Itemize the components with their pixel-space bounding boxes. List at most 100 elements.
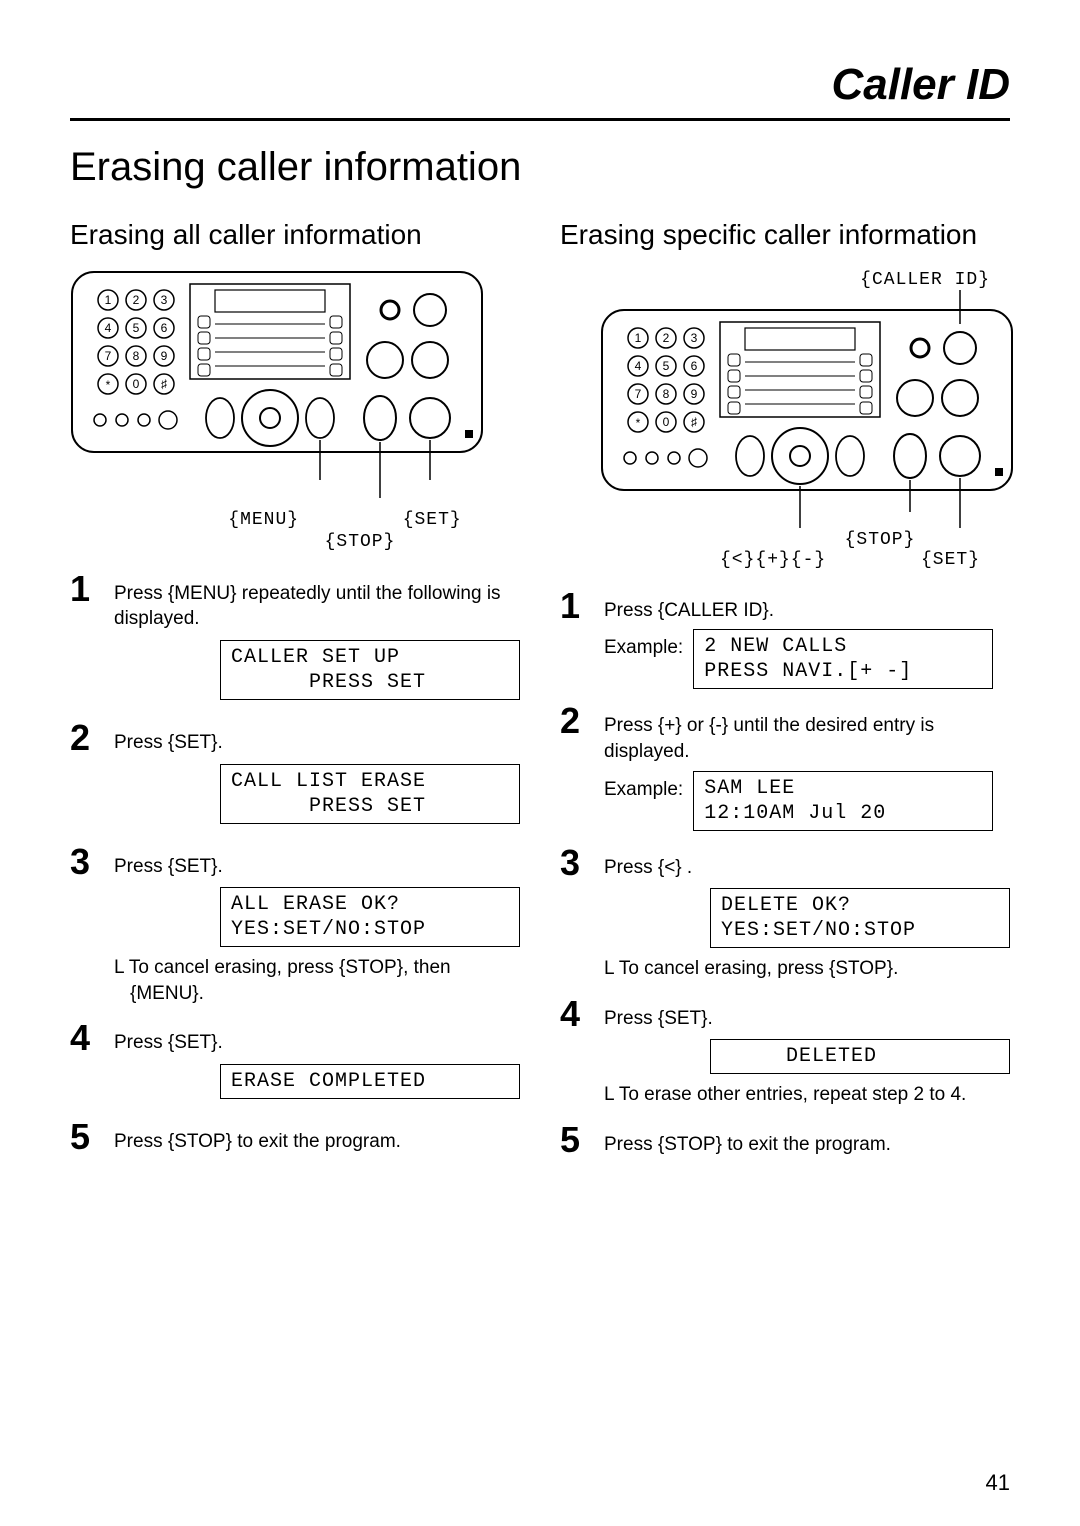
two-column-layout: Erasing all caller information 1 2 3 4 5… [70, 218, 1010, 1172]
example-row: Example: SAM LEE 12:10AM Jul 20 [604, 771, 1010, 831]
svg-text:0: 0 [133, 377, 140, 391]
text: Press [604, 715, 658, 736]
page-number: 41 [986, 1470, 1010, 1496]
key-stop: {STOP} [658, 1134, 722, 1155]
step-number: 3 [560, 845, 586, 881]
key-plus: {+} [658, 715, 682, 736]
text: . [893, 958, 898, 979]
svg-text:4: 4 [105, 321, 112, 335]
svg-text:3: 3 [691, 331, 698, 345]
svg-text:9: 9 [691, 387, 698, 401]
step-5: 5 Press {STOP} to exit the program. [560, 1122, 1010, 1158]
text: Press [604, 857, 658, 878]
step-number: 2 [560, 703, 586, 739]
svg-text:2: 2 [133, 293, 140, 307]
text: to exit the program. [232, 1131, 401, 1152]
callerid-callout: {CALLER ID} [860, 270, 990, 290]
lcd-display: CALL LIST ERASE PRESS SET [220, 764, 520, 824]
svg-text:6: 6 [161, 321, 168, 335]
set-callout: {SET} [403, 510, 462, 530]
key-stop: {STOP} [168, 1131, 232, 1152]
key-left: {<} [658, 857, 682, 878]
text: . [682, 857, 693, 878]
example-row: Example: 2 NEW CALLS PRESS NAVI.[+ -] [604, 629, 1010, 689]
svg-text:5: 5 [663, 359, 670, 373]
step-body: Press {SET}. DELETED To erase other entr… [604, 996, 1010, 1108]
step-note: To cancel erasing, press {STOP}, then {M… [114, 955, 520, 1006]
svg-text:*: * [106, 378, 111, 392]
step-body: Press {SET}. ALL ERASE OK? YES:SET/NO:ST… [114, 844, 520, 1007]
step-body: Press {STOP} to exit the program. [604, 1122, 1010, 1158]
key-stop: {STOP} [829, 958, 893, 979]
text: Press [604, 1008, 658, 1029]
step-1: 1 Press {CALLER ID}. Example: 2 NEW CALL… [560, 588, 1010, 690]
svg-text:♯: ♯ [691, 415, 697, 429]
device-figure-right: {CALLER ID} 1 2 3 4 5 6 7 8 9 * [560, 270, 1010, 570]
key-callerid: {CALLER ID} [658, 600, 769, 621]
svg-text:8: 8 [133, 349, 140, 363]
step-body: Press {STOP} to exit the program. [114, 1119, 520, 1155]
text: . [708, 1008, 713, 1029]
step-note: To erase other entries, repeat step 2 to… [604, 1082, 1010, 1108]
step-number: 4 [560, 996, 586, 1032]
text: Press [114, 856, 168, 877]
device-illustration: 1 2 3 4 5 6 7 8 9 * 0 ♯ [70, 270, 500, 510]
device-figure-left: 1 2 3 4 5 6 7 8 9 * 0 ♯ [70, 270, 520, 553]
stop-callout: {STOP} [845, 530, 916, 550]
lcd-display: DELETE OK? YES:SET/NO:STOP [710, 888, 1010, 948]
step-3: 3 Press {SET}. ALL ERASE OK? YES:SET/NO:… [70, 844, 520, 1007]
stop-callout: {STOP} [325, 532, 396, 552]
example-label: Example: [604, 771, 683, 803]
svg-text:1: 1 [635, 331, 642, 345]
step-number: 2 [70, 720, 96, 756]
nav-callout: {<}{+}{-} [720, 550, 826, 570]
chapter-title: Caller ID [70, 60, 1010, 118]
lcd-display: ERASE COMPLETED [220, 1064, 520, 1099]
key-set: {SET} [658, 1008, 708, 1029]
svg-text:9: 9 [161, 349, 168, 363]
text: Press [114, 1032, 168, 1053]
step-2: 2 Press {+} or {-} until the desired ent… [560, 703, 1010, 830]
step-2: 2 Press {SET}. CALL LIST ERASE PRESS SET [70, 720, 520, 830]
step-number: 1 [70, 571, 96, 607]
divider [70, 118, 1010, 121]
step-number: 5 [70, 1119, 96, 1155]
key-menu: {MENU} [168, 583, 237, 604]
svg-text:3: 3 [161, 293, 168, 307]
step-body: Press {SET}. CALL LIST ERASE PRESS SET [114, 720, 520, 830]
svg-text:0: 0 [663, 415, 670, 429]
text: . [769, 600, 774, 621]
step-4: 4 Press {SET}. ERASE COMPLETED [70, 1020, 520, 1105]
lcd-display: ALL ERASE OK? YES:SET/NO:STOP [220, 887, 520, 947]
text: to exit the program. [722, 1134, 891, 1155]
svg-text:5: 5 [133, 321, 140, 335]
svg-text:1: 1 [105, 293, 112, 307]
lcd-display: 2 NEW CALLS PRESS NAVI.[+ -] [693, 629, 993, 689]
key-set: {SET} [168, 1032, 218, 1053]
section-title-right: Erasing specific caller information [560, 218, 1010, 252]
step-number: 1 [560, 588, 586, 624]
text: . [218, 856, 223, 877]
step-1: 1 Press {MENU} repeatedly until the foll… [70, 571, 520, 706]
svg-text:♯: ♯ [161, 377, 167, 391]
text: To erase other entries, repeat step 2 to… [619, 1084, 966, 1105]
device-illustration: 1 2 3 4 5 6 7 8 9 * 0 ♯ [580, 290, 1030, 530]
menu-callout: {MENU} [228, 510, 299, 530]
svg-text:6: 6 [691, 359, 698, 373]
page-title: Erasing caller information [70, 145, 1010, 190]
step-number: 5 [560, 1122, 586, 1158]
step-note: To cancel erasing, press {STOP}. [604, 956, 1010, 982]
key-menu: {MENU} [130, 983, 199, 1004]
svg-text:2: 2 [663, 331, 670, 345]
lcd-display: DELETED [710, 1039, 1010, 1074]
step-4: 4 Press {SET}. DELETED To erase other en… [560, 996, 1010, 1108]
step-body: Press {MENU} repeatedly until the follow… [114, 571, 520, 706]
text: Press [604, 600, 658, 621]
text: Press [114, 1131, 168, 1152]
svg-text:7: 7 [635, 387, 642, 401]
right-column: Erasing specific caller information {CAL… [560, 218, 1010, 1172]
step-number: 4 [70, 1020, 96, 1056]
section-title-left: Erasing all caller information [70, 218, 520, 252]
text: Press [114, 583, 168, 604]
key-set: {SET} [168, 732, 218, 753]
